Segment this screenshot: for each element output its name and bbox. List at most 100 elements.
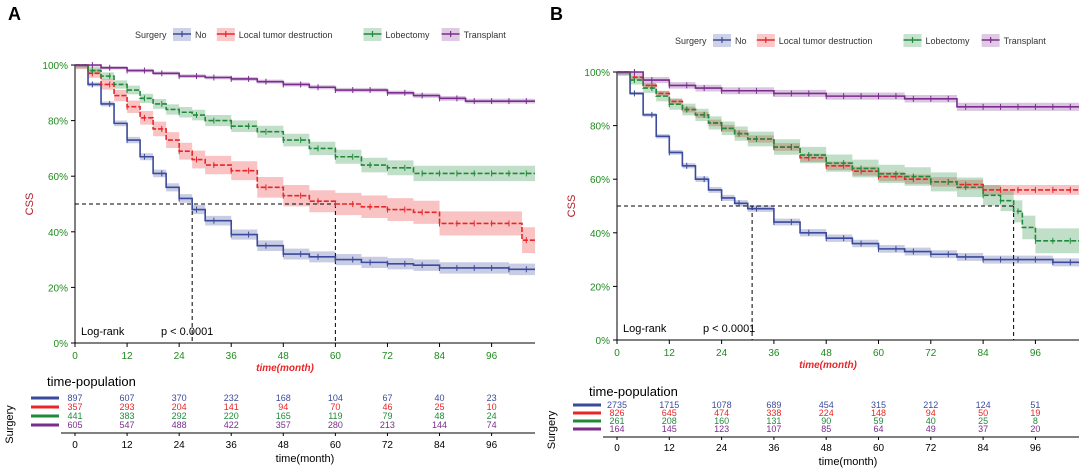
panel-B: B Surgery No Local tumor destruction Lobecto… <box>546 4 1079 468</box>
risk-x-tick-label: 96 <box>486 440 498 451</box>
y-tick-label: 60% <box>590 175 610 186</box>
risk-cell: 1078 <box>712 400 732 410</box>
x-tick-label: 36 <box>226 351 238 362</box>
risk-cell: 645 <box>662 408 677 418</box>
legend-item-label: Lobectomy <box>926 36 971 46</box>
y-tick-label: 40% <box>48 228 68 239</box>
ci-band <box>617 72 1079 195</box>
y-tick-label: 0% <box>596 336 611 347</box>
risk-cell: 454 <box>819 400 834 410</box>
risk-cell: 8 <box>1033 416 1038 426</box>
risk-cell: 20 <box>1030 424 1040 434</box>
legend-item-label: Lobectomy <box>386 30 431 40</box>
risk-cell: 220 <box>224 411 239 421</box>
risk-cell: 123 <box>714 424 729 434</box>
pvalue-label: p < 0.0001 <box>703 323 755 335</box>
legend-item-label: Transplant <box>1004 36 1047 46</box>
legend-item-label: No <box>195 30 207 40</box>
x-tick-label: 24 <box>174 351 186 362</box>
risk-x-tick-label: 12 <box>664 443 676 454</box>
risk-cell: 94 <box>926 408 936 418</box>
risk-cell: 357 <box>67 402 82 412</box>
risk-cell: 94 <box>278 402 288 412</box>
risk-cell: 25 <box>978 416 988 426</box>
y-tick-label: 60% <box>48 172 68 183</box>
risk-cell: 46 <box>382 402 392 412</box>
risk-cell: 488 <box>172 420 187 430</box>
x-tick-label: 60 <box>330 351 342 362</box>
risk-x-tick-label: 36 <box>226 440 238 451</box>
risk-cell: 280 <box>328 420 343 430</box>
x-tick-label: 96 <box>486 351 498 362</box>
series-line-no <box>75 64 535 271</box>
x-tick-label: 48 <box>278 351 290 362</box>
legend-item-label: Local tumor destruction <box>779 36 873 46</box>
risk-x-tick-label: 24 <box>716 443 728 454</box>
pvalue-test-label: Log-rank <box>81 326 125 338</box>
risk-table-row-label: Surgery <box>546 410 558 449</box>
risk-cell: 141 <box>224 402 239 412</box>
risk-cell: 897 <box>67 393 82 403</box>
x-tick-label: 48 <box>821 348 833 359</box>
risk-cell: 164 <box>609 424 624 434</box>
risk-cell: 40 <box>926 416 936 426</box>
x-tick-label: 12 <box>664 348 676 359</box>
risk-cell: 441 <box>67 411 82 421</box>
risk-table-row-label: Surgery <box>4 405 16 444</box>
risk-x-tick-label: 60 <box>873 443 885 454</box>
risk-cell: 79 <box>382 411 392 421</box>
risk-cell: 50 <box>978 408 988 418</box>
panel-A: A Surgery No Local tumor destruction Lobecto… <box>4 4 535 465</box>
risk-cell: 119 <box>328 411 342 421</box>
x-tick-label: 60 <box>873 348 885 359</box>
x-tick-label: 84 <box>978 348 990 359</box>
risk-x-tick-label: 72 <box>382 440 394 451</box>
legend-title: Surgery <box>675 36 707 46</box>
ci-band <box>75 65 535 182</box>
risk-cell: 24 <box>487 411 497 421</box>
risk-cell: 90 <box>821 416 831 426</box>
risk-cell: 85 <box>821 424 831 434</box>
risk-cell: 107 <box>766 424 781 434</box>
risk-cell: 19 <box>1030 408 1040 418</box>
risk-x-axis-label: time(month) <box>276 453 335 465</box>
risk-cell: 160 <box>714 416 729 426</box>
x-tick-label: 24 <box>716 348 728 359</box>
risk-cell: 165 <box>276 411 291 421</box>
legend-item-label: Transplant <box>464 30 507 40</box>
y-tick-label: 100% <box>42 61 68 72</box>
legend-title: Surgery <box>135 30 167 40</box>
risk-cell: 131 <box>766 416 781 426</box>
x-tick-label: 36 <box>768 348 780 359</box>
legend-item-label: Local tumor destruction <box>239 30 333 40</box>
risk-cell: 104 <box>328 393 343 403</box>
x-tick-label: 0 <box>614 348 620 359</box>
risk-x-tick-label: 0 <box>72 440 78 451</box>
legend-item-label: No <box>735 36 747 46</box>
y-tick-label: 20% <box>590 282 610 293</box>
ci-band <box>75 65 535 254</box>
risk-cell: 208 <box>662 416 677 426</box>
risk-table-title: time-population <box>47 374 136 389</box>
risk-cell: 124 <box>976 400 991 410</box>
risk-cell: 689 <box>766 400 781 410</box>
y-tick-label: 20% <box>48 283 68 294</box>
risk-x-tick-label: 48 <box>821 443 833 454</box>
risk-cell: 25 <box>435 402 445 412</box>
x-tick-label: 84 <box>434 351 446 362</box>
risk-cell: 292 <box>172 411 187 421</box>
y-axis-label: CSS <box>566 195 578 218</box>
risk-cell: 261 <box>609 416 624 426</box>
risk-cell: 59 <box>874 416 884 426</box>
y-tick-label: 100% <box>584 68 610 79</box>
risk-cell: 607 <box>120 393 135 403</box>
y-tick-label: 40% <box>590 229 610 240</box>
x-tick-label: 0 <box>72 351 78 362</box>
risk-cell: 145 <box>662 424 677 434</box>
risk-x-tick-label: 84 <box>434 440 446 451</box>
risk-cell: 67 <box>382 393 392 403</box>
risk-cell: 357 <box>276 420 291 430</box>
x-tick-label: 72 <box>925 348 937 359</box>
risk-cell: 37 <box>978 424 988 434</box>
series-line-local-tumor-destruction <box>617 71 1079 191</box>
